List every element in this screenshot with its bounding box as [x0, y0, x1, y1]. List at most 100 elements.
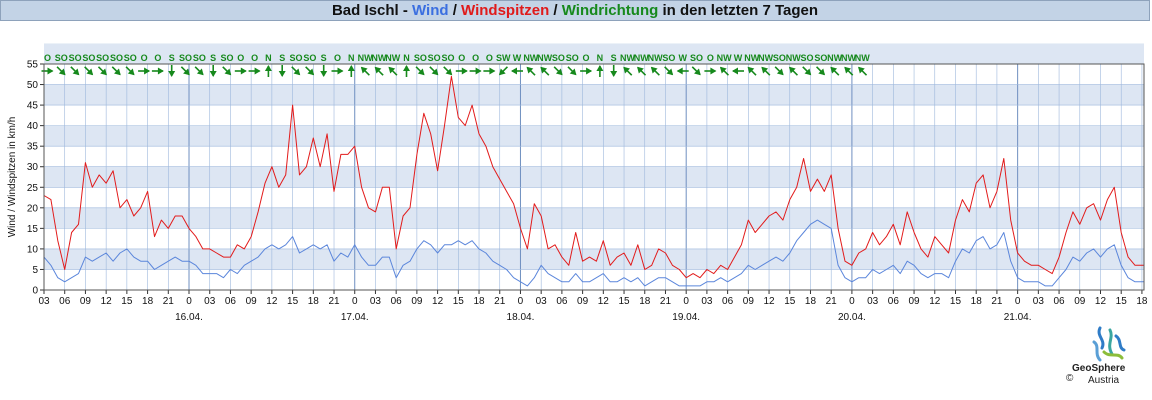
- x-tick-label: 21: [660, 296, 672, 307]
- arrow-head: [475, 67, 482, 75]
- y-tick-label: 20: [27, 203, 39, 214]
- wind-direction-label: SO: [414, 53, 427, 63]
- wind-direction-label: SO: [801, 53, 814, 63]
- arrow-head: [637, 66, 644, 74]
- wind-direction-label: S: [321, 53, 327, 63]
- wind-direction-arrow: [248, 67, 261, 75]
- geosphere-logo-mark: [1092, 326, 1126, 362]
- arrow-head: [858, 66, 865, 74]
- wind-direction-label: SO: [110, 53, 123, 63]
- x-tick-label: 18: [308, 296, 320, 307]
- wind-direction-label: S: [210, 53, 216, 63]
- x-tick-label: 06: [391, 296, 403, 307]
- arrow-head: [830, 66, 838, 74]
- arrow-head: [168, 71, 176, 77]
- wind-direction-label: W: [513, 53, 522, 63]
- arrow-head: [623, 66, 630, 74]
- y-tick-label: 15: [27, 224, 39, 235]
- wind-direction-label: SO: [303, 53, 316, 63]
- x-tick-label: 21: [494, 296, 506, 307]
- chart-title: Bad Ischl - Wind / Windspitzen / Windric…: [0, 0, 1150, 21]
- wind-direction-label: O: [458, 53, 465, 63]
- title-windrichtung: Windrichtung: [561, 2, 659, 19]
- arrow-head: [403, 65, 410, 71]
- wind-direction-arrow: [291, 66, 301, 76]
- wind-direction-label: SO: [662, 53, 675, 63]
- wind-direction-arrow: [774, 66, 784, 76]
- date-label: 20.04.: [838, 312, 866, 323]
- arrow-head: [676, 67, 683, 75]
- wind-direction-arrow: [637, 66, 647, 76]
- x-tick-label: 21: [328, 296, 340, 307]
- x-tick-label: 03: [370, 296, 382, 307]
- arrow-head: [569, 68, 577, 76]
- wind-direction-label: SO: [290, 53, 303, 63]
- wind-direction-label: SO: [96, 53, 109, 63]
- wind-direction-label: NW: [523, 53, 538, 63]
- x-tick-label: 03: [536, 296, 548, 307]
- arrow-head: [254, 67, 261, 75]
- x-tick-label: 15: [950, 296, 962, 307]
- x-tick-label: 09: [1074, 296, 1086, 307]
- wind-direction-arrow: [222, 66, 232, 76]
- x-tick-label: 18: [971, 296, 983, 307]
- wind-direction-label: NW: [371, 53, 386, 63]
- arrow-head: [417, 68, 425, 76]
- y-tick-label: 50: [27, 80, 39, 91]
- x-tick-label: 03: [1033, 296, 1045, 307]
- x-tick-label: 12: [763, 296, 775, 307]
- wind-direction-arrow: [56, 66, 66, 76]
- wind-direction-label: SO: [441, 53, 454, 63]
- arrow-head: [293, 68, 301, 76]
- arrow-head: [526, 66, 534, 74]
- arrow-head: [540, 66, 548, 74]
- x-tick-label: 09: [411, 296, 423, 307]
- wind-direction-arrow: [111, 66, 121, 76]
- wind-direction-label: O: [141, 53, 148, 63]
- wind-direction-label: O: [237, 53, 244, 63]
- x-tick-label: 12: [101, 296, 113, 307]
- wind-direction-arrow: [443, 66, 453, 76]
- wind-direction-label: N: [348, 53, 355, 63]
- arrow-head: [127, 68, 135, 76]
- band-45-50: [44, 84, 1144, 106]
- wind-direction-label: NW: [385, 53, 400, 63]
- x-tick-label: 06: [225, 296, 237, 307]
- wind-direction-arrow: [234, 67, 247, 75]
- wind-direction-label: NW: [786, 53, 801, 63]
- wind-direction-arrow: [511, 67, 523, 75]
- arrow-head: [264, 65, 272, 71]
- x-tick-label: 12: [432, 296, 444, 307]
- x-tick-label: 09: [246, 296, 258, 307]
- arrow-head: [278, 71, 286, 77]
- logo-copyright: ©: [1066, 373, 1074, 384]
- wind-direction-label: SO: [690, 53, 703, 63]
- wind-direction-arrow: [747, 66, 757, 76]
- wind-direction-label: SO: [220, 53, 233, 63]
- band-35-40: [44, 125, 1144, 147]
- band-5-10: [44, 248, 1144, 270]
- wind-direction-label: O: [707, 53, 714, 63]
- wind-direction-label: O: [334, 53, 341, 63]
- wind-direction-label: O: [251, 53, 258, 63]
- arrow-head: [761, 66, 769, 74]
- wind-direction-arrow: [788, 66, 799, 76]
- arrow-head: [844, 66, 851, 74]
- wind-direction-arrow: [469, 67, 482, 75]
- wind-direction-label: SO: [55, 53, 68, 63]
- arrow-head: [732, 67, 738, 75]
- y-tick-label: 55: [27, 60, 39, 71]
- x-tick-label: 12: [266, 296, 278, 307]
- x-tick-label: 06: [722, 296, 734, 307]
- x-tick-label: 15: [784, 296, 796, 307]
- title-wind: Wind: [412, 2, 449, 19]
- wind-direction-arrow: [650, 66, 660, 76]
- wind-direction-label: S: [169, 53, 175, 63]
- series-wind: [43, 219, 1144, 287]
- x-tick-label: 12: [1095, 296, 1107, 307]
- wind-direction-row: O SO SO SO SO SO SO O O S SO SO S SO O O N S SO SO S O N NWNWNW…: [41, 53, 870, 77]
- wind-direction-arrow: [732, 67, 744, 75]
- wind-direction-arrow: [415, 66, 425, 76]
- x-tick-label: 0: [683, 296, 689, 307]
